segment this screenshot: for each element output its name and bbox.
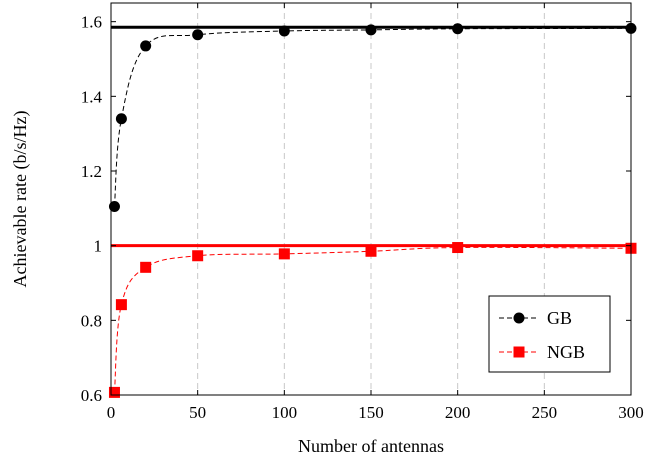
legend-label-NGB: NGB <box>547 342 585 362</box>
data-point-GB <box>278 25 290 37</box>
ticks: 0 50 100 150 200 250 300 0.6 0.8 1 1.2 1.4 1.6 <box>81 3 644 422</box>
series-line-GB <box>113 27 632 207</box>
x-tick-label: 0 <box>107 403 116 422</box>
legend-box <box>488 295 611 373</box>
data-point-GB <box>365 24 377 36</box>
y-tick-label: 1.6 <box>81 13 102 32</box>
y-tick-label: 1 <box>94 237 103 256</box>
legend: GB NGB <box>488 295 611 373</box>
data-point-GB <box>140 40 152 52</box>
y-tick-label: 1.2 <box>81 162 102 181</box>
legend-marker-GB <box>513 312 525 324</box>
legend-label-GB: GB <box>547 308 572 328</box>
data-point-GB <box>115 113 127 125</box>
legend-marker-NGB <box>513 346 525 358</box>
grid <box>197 3 545 395</box>
data-point-NGB <box>108 386 120 398</box>
x-tick-label: 300 <box>618 403 644 422</box>
y-tick-label: 0.8 <box>81 311 102 330</box>
x-tick-label: 100 <box>272 403 298 422</box>
x-axis-label: Number of antennas <box>298 436 444 456</box>
data-point-NGB <box>365 245 377 257</box>
data-point-GB <box>192 29 204 41</box>
y-tick-label: 1.4 <box>81 87 103 106</box>
x-tick-label: 50 <box>189 403 206 422</box>
data-point-GB <box>452 23 464 35</box>
data-point-NGB <box>140 261 152 273</box>
series-line-NGB <box>113 246 632 393</box>
data-point-NGB <box>452 242 464 254</box>
x-tick-label: 150 <box>358 403 384 422</box>
y-axis-label: Achievable rate (b/s/Hz) <box>10 111 31 288</box>
data-point-NGB <box>115 299 127 311</box>
y-tick-label: 0.6 <box>81 386 102 405</box>
data-point-GB <box>108 200 120 212</box>
x-tick-label: 200 <box>445 403 471 422</box>
x-tick-label: 250 <box>532 403 558 422</box>
data-point-NGB <box>192 250 204 262</box>
data-point-NGB <box>278 248 290 260</box>
